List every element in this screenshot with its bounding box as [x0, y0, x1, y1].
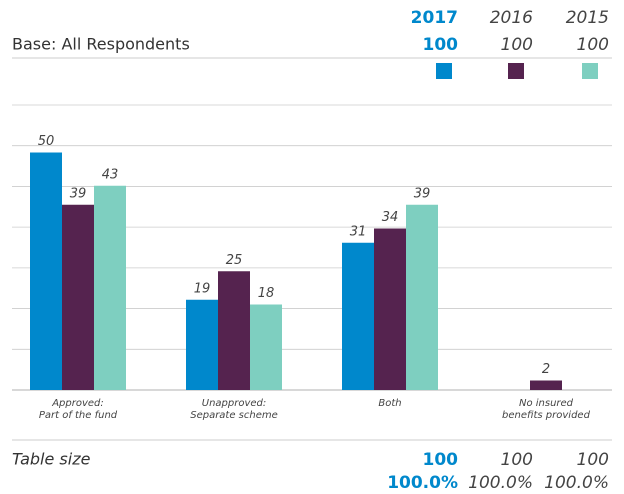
- x-tick-label: Part of the fund: [39, 410, 118, 421]
- value-label: 25: [226, 253, 243, 268]
- legend-label: 2015: [566, 8, 609, 28]
- bar: [250, 304, 282, 390]
- x-tick-label: No insured: [519, 398, 574, 409]
- bar: [342, 242, 374, 390]
- base-label: Base: All Respondents: [12, 35, 190, 54]
- legend-swatch: [436, 63, 452, 79]
- x-tick-label: Both: [378, 398, 401, 409]
- bar: [218, 271, 250, 390]
- bar: [374, 228, 406, 390]
- footer-percent: 100.0%: [387, 473, 458, 493]
- footer-percent: 100.0%: [468, 473, 533, 493]
- base-value: 100: [423, 35, 459, 55]
- x-tick-label: Approved:: [51, 398, 104, 409]
- x-tick-label: Separate scheme: [190, 410, 278, 421]
- value-label: 39: [414, 186, 431, 201]
- bar: [30, 152, 62, 390]
- legend-label: 2016: [490, 8, 533, 28]
- legend-swatch: [508, 63, 524, 79]
- bar: [62, 204, 94, 390]
- footer-size: 100: [501, 450, 533, 470]
- value-label: 2: [542, 362, 550, 377]
- x-tick-label: benefits provided: [502, 410, 591, 421]
- base-value: 100: [577, 35, 609, 55]
- base-value: 100: [501, 35, 533, 55]
- footer-size: 100: [423, 450, 459, 470]
- value-label: 18: [258, 286, 275, 301]
- value-label: 19: [194, 281, 211, 296]
- bar: [406, 204, 438, 390]
- value-label: 31: [350, 224, 367, 239]
- legend-swatch: [582, 63, 598, 79]
- footer-size: 100: [577, 450, 609, 470]
- bar: [530, 380, 562, 390]
- footer-percent: 100.0%: [544, 473, 609, 493]
- value-label: 50: [38, 134, 55, 149]
- legend-label: 2017: [411, 8, 458, 28]
- bar: [94, 185, 126, 390]
- x-tick-label: Unapproved:: [202, 398, 267, 409]
- value-label: 43: [102, 167, 119, 182]
- footer-label: Table size: [12, 450, 91, 469]
- value-label: 34: [382, 210, 399, 225]
- bar: [186, 299, 218, 390]
- value-label: 39: [70, 186, 87, 201]
